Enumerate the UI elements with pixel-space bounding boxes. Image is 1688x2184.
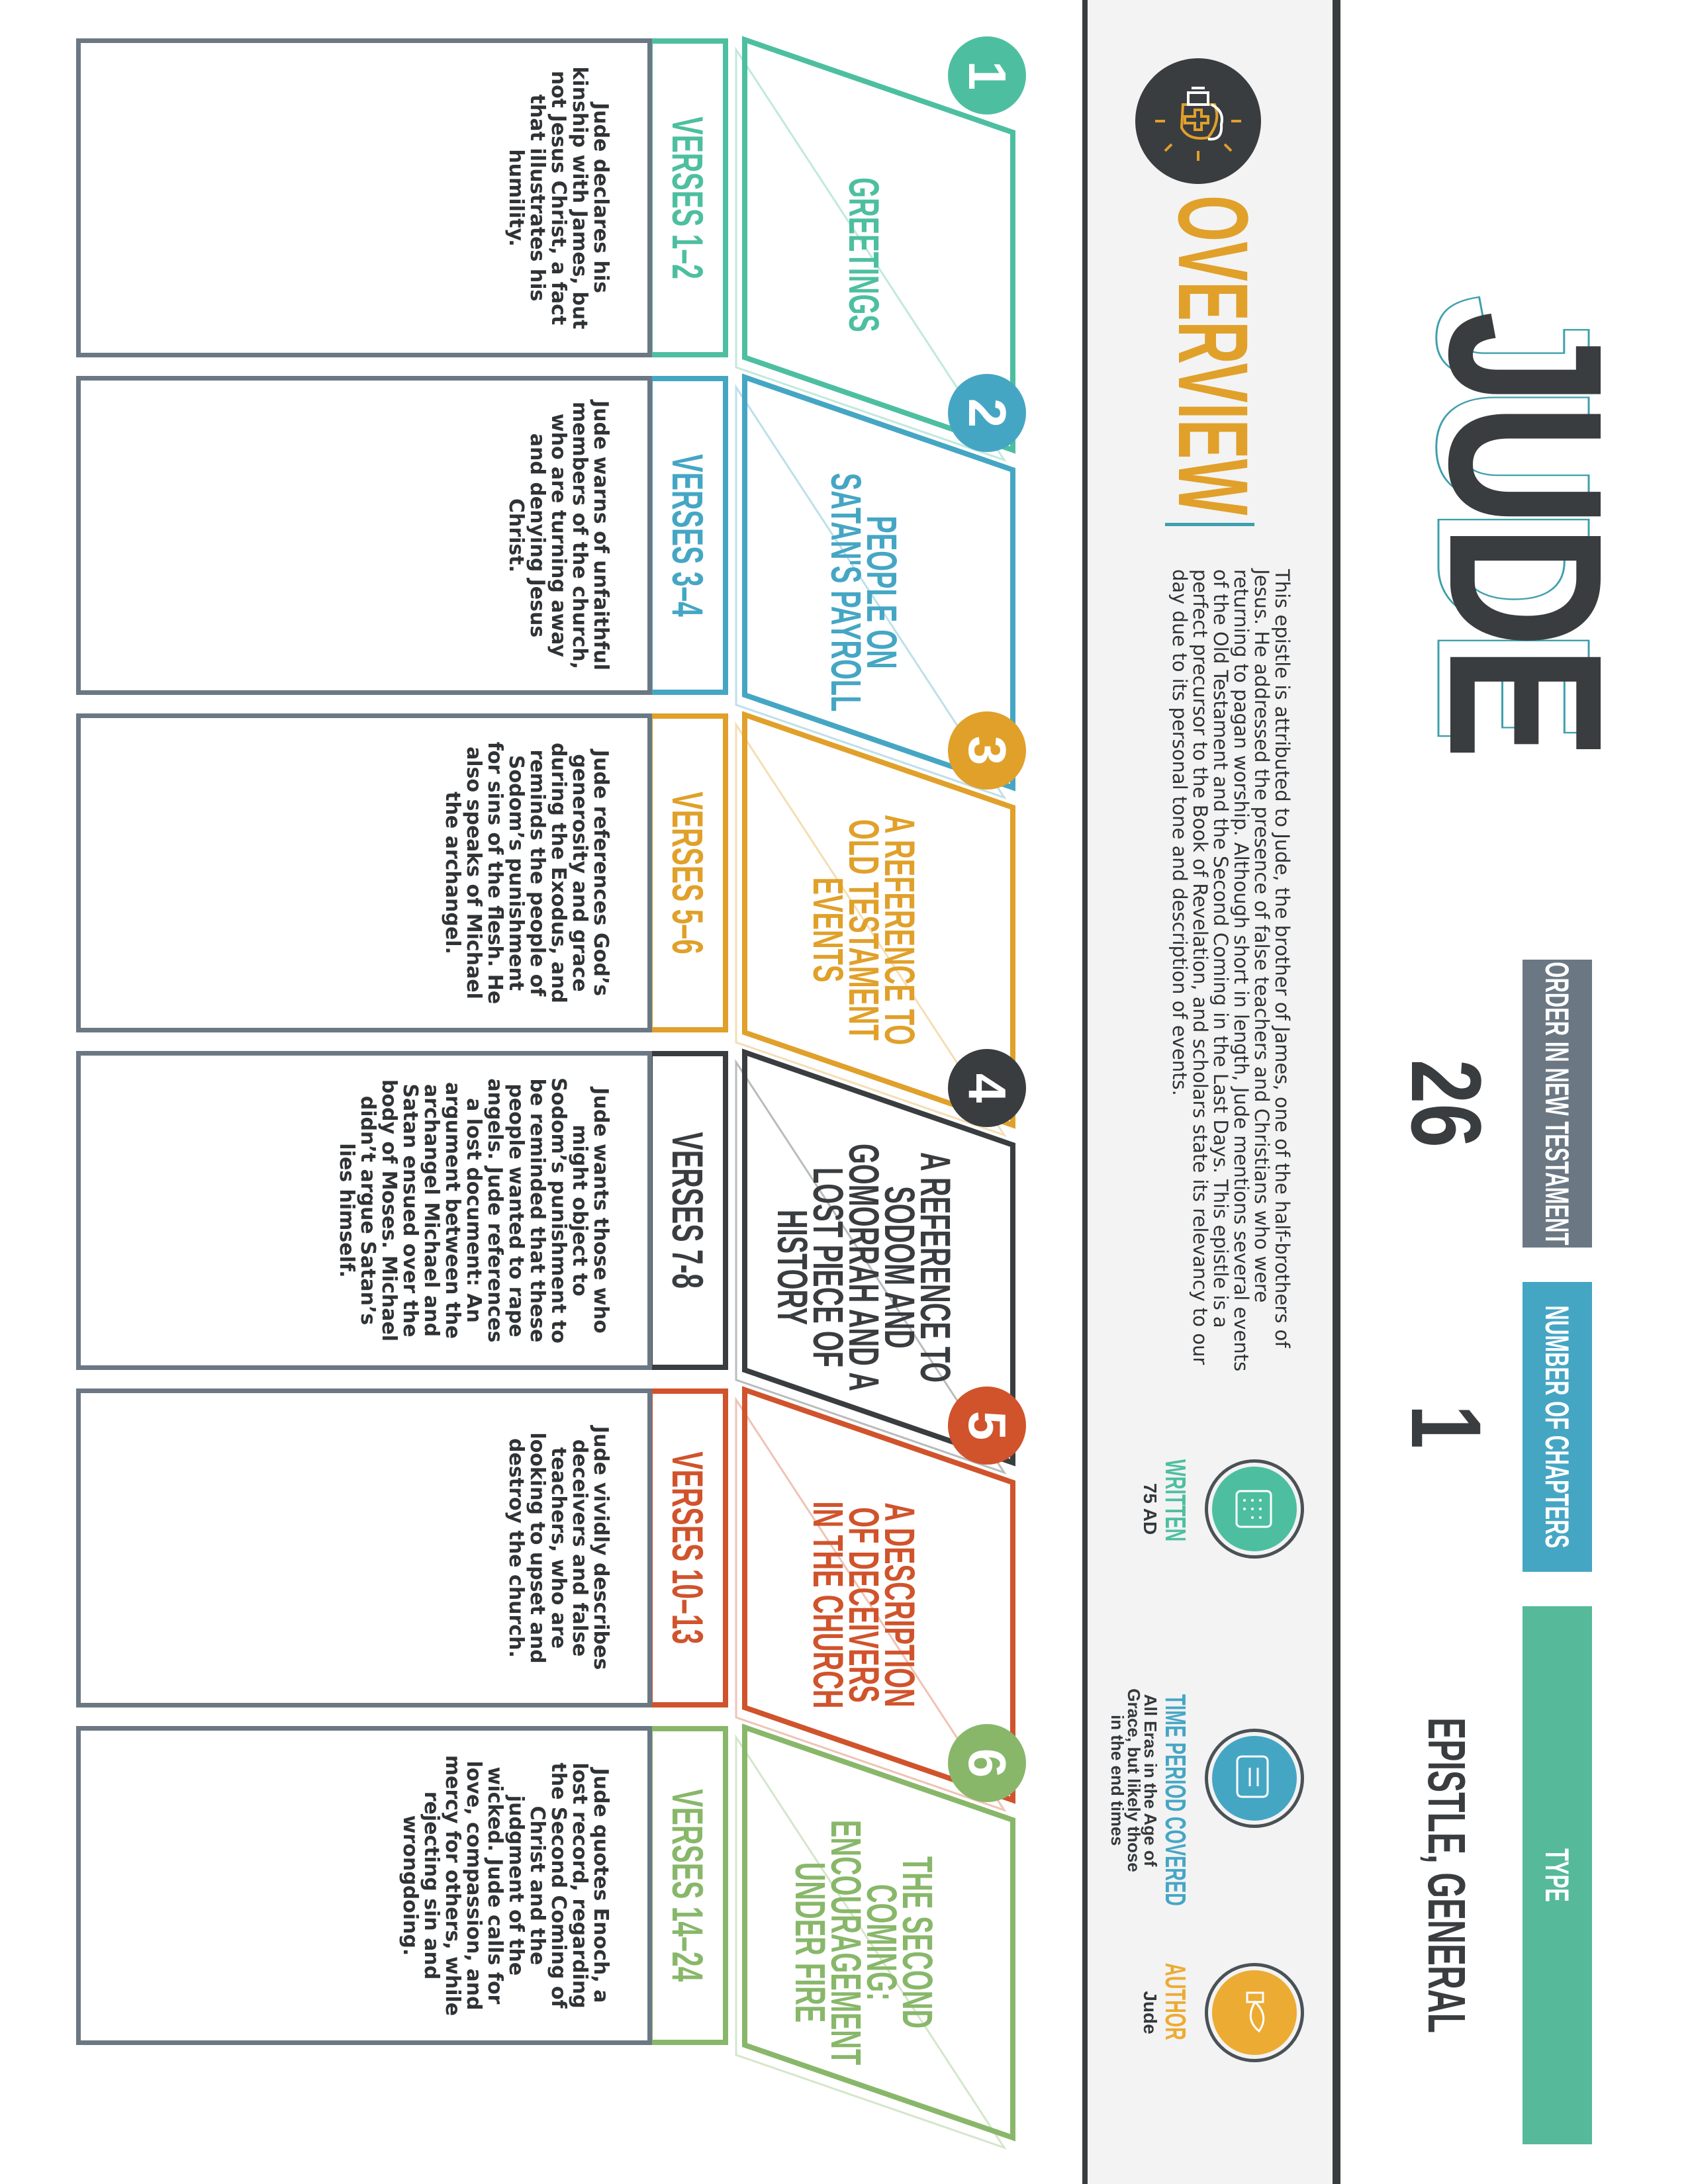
- section-summary-card: Jude quotes Enoch, a lost record, regard…: [76, 1726, 652, 2045]
- section-header-frame: [735, 1386, 1015, 1812]
- section-title: THE SECOND COMING: ENCOURAGEMENT UNDER F…: [786, 1819, 941, 2066]
- verse-range: VERSES 1–2: [647, 38, 728, 357]
- section-summary-card: Jude wants those who might object to Sod…: [76, 1051, 652, 1370]
- verse-range: VERSES 14–24: [647, 1726, 728, 2045]
- section-1: 1 GREETINGS VERSES 1–2 Jude declares his…: [0, 0, 1688, 462]
- verse-range: VERSES 3–4: [647, 376, 728, 695]
- section-4: 4 A REFERENCE TO SODOM AND GOMORRAH AND …: [0, 1013, 1688, 1475]
- calendar-icon: [1235, 1490, 1272, 1528]
- time-period-badge: [1205, 1729, 1304, 1828]
- scroll-icon: [1236, 1755, 1269, 1798]
- lightbulb-brain-icon: [1135, 58, 1261, 184]
- section-header-frame: [735, 36, 1015, 462]
- section-summary-card: Jude vividly describes deceivers and fal…: [76, 1388, 652, 1707]
- section-header-frame: [735, 711, 1015, 1137]
- section-3: 3 A REFERENCE TO OLD TESTAMENT EVENTS VE…: [0, 675, 1688, 1137]
- section-header-frame: [735, 373, 1015, 799]
- section-5: 5 A DESCRIPTION OF DECEIVERS IN THE CHUR…: [0, 1350, 1688, 1812]
- section-summary-card: Jude references God’s generosity and gra…: [76, 713, 652, 1032]
- section-6: 6 THE SECOND COMING: ENCOURAGEMENT UNDER…: [0, 1688, 1688, 2150]
- section-header-frame: [735, 1048, 1015, 1475]
- verse-range: VERSES 10–13: [647, 1388, 728, 1707]
- author-badge: [1205, 1963, 1304, 2062]
- section-summary-card: Jude declares his kinship with James, bu…: [76, 38, 652, 357]
- verse-range: VERSES 5–6: [647, 713, 728, 1032]
- written-badge: [1205, 1459, 1304, 1559]
- quill-icon: [1246, 1991, 1265, 2033]
- section-header-frame: [735, 1723, 1015, 2150]
- section-2: 2 PEOPLE ON SATAN'S PAYROLL VERSES 3–4 J…: [0, 338, 1688, 799]
- verse-range: VERSES 7-8: [647, 1051, 728, 1370]
- section-summary-card: Jude warns of unfaithful members of the …: [76, 376, 652, 695]
